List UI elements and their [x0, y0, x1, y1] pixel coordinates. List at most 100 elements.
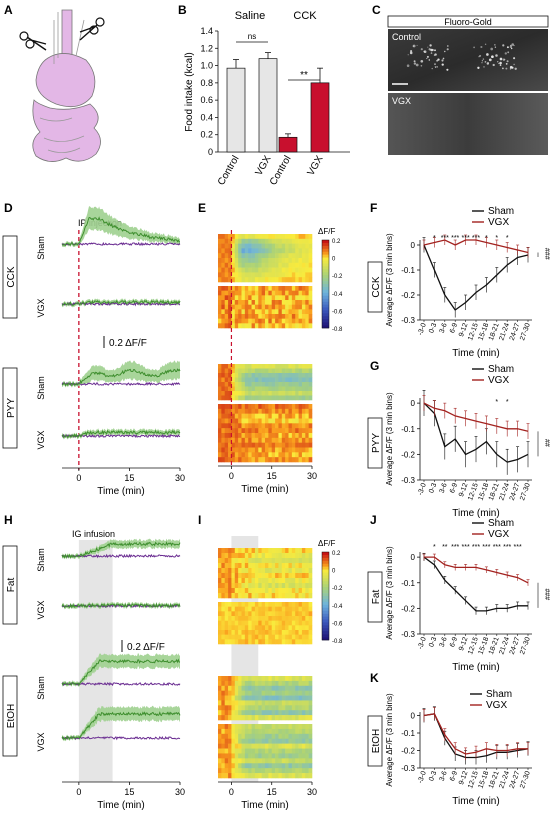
heatmap-cell	[308, 318, 313, 324]
heatmap-cell	[224, 318, 229, 324]
heatmap-cell	[228, 625, 232, 631]
heatmap-cell	[291, 386, 296, 392]
heatmap-cell	[278, 386, 283, 392]
heatmap-cell	[298, 442, 303, 448]
heatmap-cell	[234, 364, 239, 369]
heatmap-cell	[221, 563, 226, 569]
y-tick-label: -0.2	[401, 291, 415, 300]
heatmap-cell	[254, 568, 259, 574]
heatmap-cell	[278, 602, 283, 607]
heatmap-cell	[298, 234, 303, 240]
heatmap-cell	[271, 753, 276, 759]
heatmap-cell	[305, 733, 309, 740]
heatmap-cell	[265, 743, 269, 749]
heatmap-cell	[251, 433, 256, 439]
heatmap-cell	[305, 272, 309, 278]
heatmap-cell	[261, 404, 266, 410]
heatmap-cell	[221, 685, 226, 691]
heatmap-cell	[254, 391, 259, 396]
heatmap-cell	[234, 267, 239, 273]
labeled-cell	[480, 45, 483, 49]
heatmap-cell	[285, 442, 289, 448]
heatmap-cell	[251, 753, 256, 759]
heatmap-cell	[271, 408, 276, 414]
heatmap-cell	[288, 639, 293, 645]
heatmap-cell	[288, 620, 293, 626]
heatmap-cell	[285, 423, 289, 429]
heatmap-cell	[221, 558, 226, 564]
heatmap-cell	[254, 243, 259, 249]
heatmap-cell	[244, 634, 249, 640]
y-tick-label: -0.3	[401, 630, 415, 639]
heatmap-cell	[218, 437, 222, 443]
heatmap-cell	[305, 286, 309, 291]
heatmap-cell	[275, 290, 279, 296]
heatmap-cell	[244, 408, 249, 414]
heatmap-cell	[271, 437, 276, 443]
heatmap-cell	[218, 620, 222, 626]
heatmap-cell	[265, 447, 269, 453]
heatmap-cell	[258, 553, 262, 559]
heatmap-cell	[248, 616, 252, 621]
heatmap-cell	[301, 606, 306, 612]
heatmap-cell	[281, 680, 286, 687]
heatmap-cell	[265, 277, 269, 283]
heatmap-cell	[278, 382, 283, 387]
heatmap-cell	[254, 277, 259, 283]
heatmap-cell	[251, 413, 256, 419]
heatmap-cell	[308, 768, 313, 774]
heatmap-cell	[244, 404, 249, 410]
heatmap-cell	[228, 733, 232, 740]
heatmap-cell	[268, 277, 273, 283]
heatmap-cell	[308, 685, 313, 691]
heatmap-cell	[234, 272, 239, 278]
heatmap-cell	[254, 768, 259, 774]
heatmap-cell	[275, 625, 279, 631]
heatmap-cell	[241, 728, 246, 735]
x-tick-label: -3-0	[417, 770, 428, 784]
heatmap-cell	[241, 724, 246, 730]
heatmap-cell	[281, 748, 286, 754]
sig-marker: *	[506, 399, 509, 406]
heatmap-cell	[288, 248, 293, 254]
heatmap-cell	[258, 588, 262, 594]
heatmap-cell	[291, 304, 296, 310]
heatmap-cell	[234, 602, 239, 607]
heatmap-cell	[301, 423, 306, 429]
heatmap-cell	[244, 428, 249, 434]
heatmap-cell	[224, 272, 229, 278]
labeled-cell	[430, 52, 433, 54]
x-tick-label: 15	[124, 473, 134, 483]
heatmap-cell	[218, 304, 222, 310]
heatmap-cell	[248, 447, 252, 453]
heatmap-cell	[231, 277, 236, 283]
colorbar-tick-label: -0.2	[332, 586, 343, 592]
heatmap-cell	[261, 634, 266, 640]
heatmap-cell	[221, 300, 226, 305]
heatmap-cell	[254, 715, 259, 721]
heatmap-cell	[278, 253, 283, 259]
heatmap-cell	[268, 710, 273, 716]
colorbar-tick-label: -0.6	[332, 309, 343, 315]
heatmap-cell	[275, 243, 279, 249]
heatmap-cell	[224, 323, 229, 329]
heatmap-cell	[295, 295, 299, 301]
heatmap-cell	[254, 418, 259, 424]
colorbar-segment	[322, 619, 329, 623]
heatmap-cell	[281, 763, 286, 769]
heatmap-cell	[275, 695, 279, 701]
heatmap-cell	[254, 695, 259, 701]
heatmap-cell	[218, 408, 222, 414]
heatmap-cell	[271, 676, 276, 682]
heatmap-cell	[278, 323, 283, 329]
heatmap-cell	[301, 377, 306, 383]
heatmap-cell	[241, 309, 246, 315]
heatmap-cell	[301, 314, 306, 319]
heatmap-cell	[258, 676, 262, 682]
heatmap-cell	[298, 290, 303, 296]
heatmap-cell	[298, 676, 303, 682]
heatmap-cell	[305, 318, 309, 324]
colorbar-segment	[322, 628, 329, 632]
heatmap-cell	[241, 238, 246, 244]
heatmap-cell	[228, 680, 232, 687]
